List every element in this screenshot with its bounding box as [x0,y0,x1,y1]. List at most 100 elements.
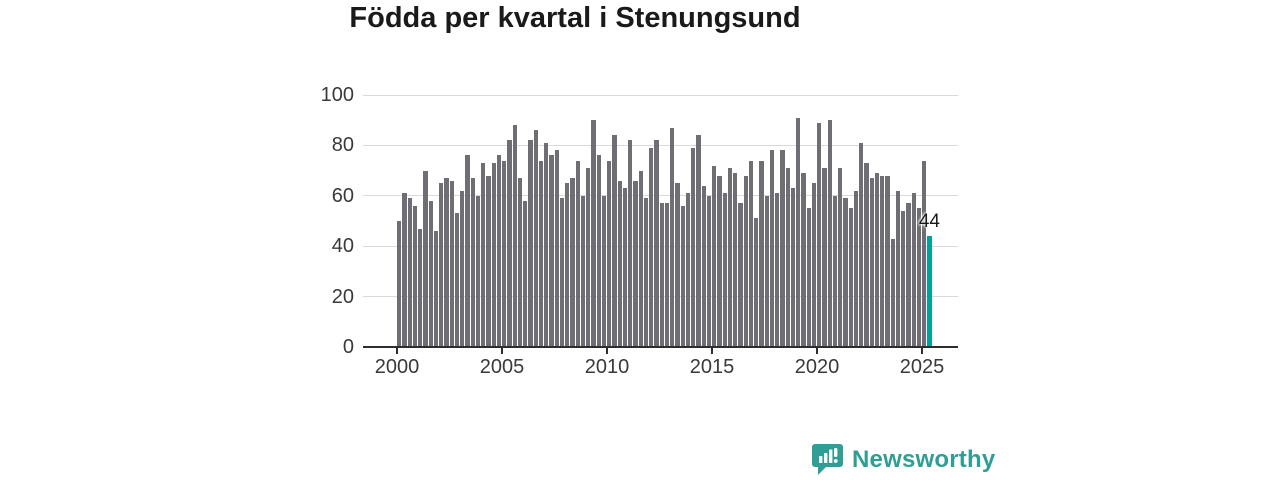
bar [906,203,911,347]
bar [775,193,780,347]
bar [460,190,465,347]
y-axis-tick-label: 100 [320,84,354,106]
bar [397,221,402,347]
bar [796,117,801,347]
bar [859,142,864,347]
bar [659,203,664,347]
bar [901,210,906,347]
y-axis-tick-label: 0 [342,336,354,358]
bar [827,120,832,347]
bar [570,178,575,347]
bar [617,180,622,347]
bar [853,190,859,347]
y-axis-tick-label: 60 [331,184,354,207]
bar [496,155,502,347]
bar [843,198,848,347]
bar [407,198,412,347]
bar [418,228,423,347]
bar [538,160,544,347]
bar [575,160,580,347]
bar [717,175,722,347]
bar [601,195,607,347]
newsworthy-brand: Newsworthy [812,443,995,476]
bar [444,178,449,347]
bar [811,183,817,347]
x-axis-tick-label: 2005 [479,356,525,378]
bar [911,193,916,347]
bar [806,208,811,347]
bar [591,120,596,347]
bar [696,135,701,347]
highlighted-bar [927,236,932,347]
y-axis-tick-label: 40 [331,235,354,258]
bar [580,195,586,347]
bar [559,198,565,347]
x-axis-tick-label: 2015 [689,356,735,378]
bar [491,163,496,347]
bar [817,122,822,347]
bar [675,183,680,347]
bar [838,168,843,347]
bar [670,127,675,347]
bar [412,205,418,347]
bar [790,188,796,347]
bar [528,140,533,347]
x-axis-tick [711,348,713,354]
bar [801,173,806,347]
bar [738,203,743,347]
bar [680,205,685,347]
bar [685,193,691,347]
bar [880,175,885,347]
bar [822,168,827,347]
bar [864,163,869,347]
x-axis-tick [921,348,923,354]
bar [712,165,717,347]
bar [433,231,439,347]
bar [475,195,481,347]
bar [612,135,617,347]
bar [502,160,507,347]
bar [423,170,428,347]
gridline [363,94,958,96]
bar [722,193,727,347]
bar [470,178,475,347]
bar [622,188,628,347]
bar [638,170,643,347]
bar [517,178,523,347]
bar [922,160,927,347]
chart-title: Födda per kvartal i Stenungsund [349,2,801,34]
x-axis-tick-label: 2025 [899,356,945,378]
bar [439,183,444,347]
bar [402,193,407,347]
bar [780,150,785,347]
bar [664,203,670,347]
plot-area: 0 20 40 60 80 100 2000 2005 2010 2015 2020 2025 44 [321,84,958,378]
bar [759,160,764,347]
bar [869,178,874,347]
x-axis-tick [816,348,818,354]
bar [544,142,549,347]
brand-name: Newsworthy [852,445,996,473]
bar [449,180,454,347]
x-axis-tick [396,348,398,354]
bar [785,168,790,347]
bar [633,180,638,347]
bar [654,140,659,347]
y-axis-tick-label: 80 [331,134,354,157]
bar [769,150,775,347]
bar [916,208,922,347]
bar [465,155,470,347]
bar [706,195,712,347]
x-axis-tick [606,348,608,354]
bar [454,213,460,347]
bar [428,200,433,347]
bar-chart-speech-bubble-icon [812,444,843,475]
bar [701,185,706,347]
y-axis-tick-label: 20 [331,285,354,308]
bar [507,140,512,347]
bar [895,190,901,347]
bar [643,198,649,347]
bar [523,200,528,347]
bar [649,147,654,347]
